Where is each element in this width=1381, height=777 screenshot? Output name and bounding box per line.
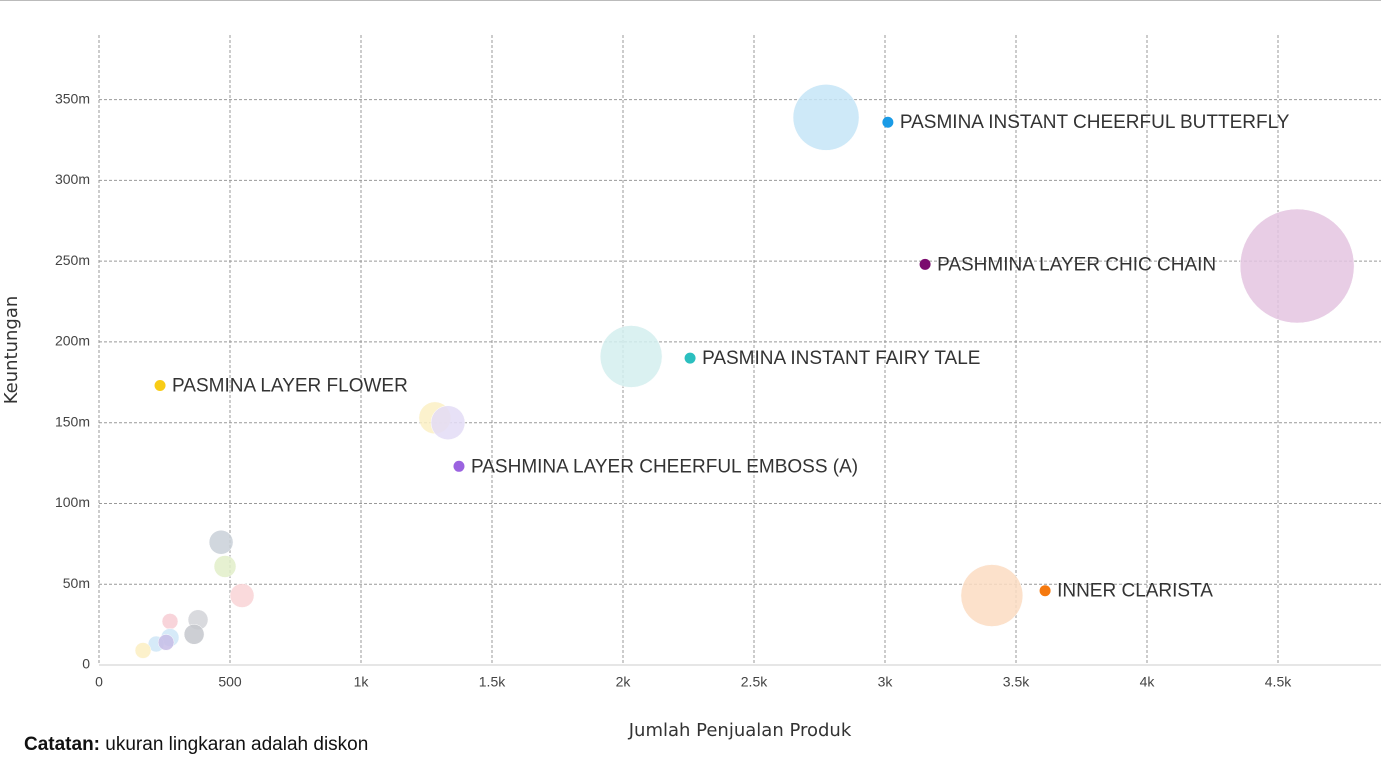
bubble — [792, 84, 860, 151]
x-tick-label: 3k — [878, 674, 894, 690]
bubble — [213, 555, 237, 578]
annotation-label: PASMINA INSTANT FAIRY TALE — [702, 348, 980, 369]
y-tick-label: 100m — [55, 494, 90, 510]
note: Catatan: ukuran lingkaran adalah diskon — [24, 734, 368, 756]
x-tick-label: 0 — [95, 674, 103, 690]
annotation-label: INNER CLARISTA — [1057, 581, 1213, 602]
y-tick-label: 200m — [55, 333, 90, 349]
y-tick-label: 350m — [55, 90, 90, 106]
x-tick-label: 2.5k — [741, 674, 768, 690]
annotation-dot — [684, 352, 696, 364]
x-tick-label: 1k — [354, 674, 370, 690]
bubble — [430, 405, 466, 440]
x-tick-label: 1.5k — [479, 674, 506, 690]
bubble — [1239, 208, 1355, 324]
bubble — [183, 624, 205, 645]
y-tick-label: 250m — [55, 252, 90, 268]
bubble — [134, 642, 152, 659]
y-tick-label: 300m — [55, 171, 90, 187]
bubble — [161, 613, 179, 630]
bubble — [229, 583, 255, 608]
annotation-label: PASMINA INSTANT CHEERFUL BUTTERFLY — [900, 112, 1290, 133]
x-tick-label: 2k — [616, 674, 632, 690]
x-tick-label: 500 — [218, 674, 242, 690]
bubble — [960, 564, 1024, 627]
annotation-dot — [154, 380, 166, 392]
x-axis-label: Jumlah Penjualan Produk — [628, 720, 852, 741]
annotation-dot — [453, 460, 465, 472]
y-tick-label: 0 — [82, 656, 90, 672]
bubble — [599, 325, 663, 388]
x-tick-label: 4k — [1140, 674, 1156, 690]
y-tick-label: 50m — [63, 575, 90, 591]
annotation-dot — [1039, 585, 1051, 597]
note-text: ukuran lingkaran adalah diskon — [105, 734, 369, 755]
annotation-dot — [919, 258, 931, 270]
annotation-dot — [882, 116, 894, 128]
x-tick-label: 3.5k — [1003, 674, 1030, 690]
annotation-label: PASMINA LAYER FLOWER — [172, 376, 408, 397]
x-tick-label: 4.5k — [1265, 674, 1292, 690]
bubble — [208, 529, 234, 555]
bubble — [157, 634, 175, 651]
note-label: Catatan: — [24, 734, 101, 755]
y-tick-label: 150m — [55, 413, 90, 429]
y-axis-label: Keuntungan — [1, 296, 22, 405]
annotation-label: PASHMINA LAYER CHIC CHAIN — [937, 254, 1216, 275]
annotation-label: PASHMINA LAYER CHEERFUL EMBOSS (A) — [471, 456, 858, 477]
